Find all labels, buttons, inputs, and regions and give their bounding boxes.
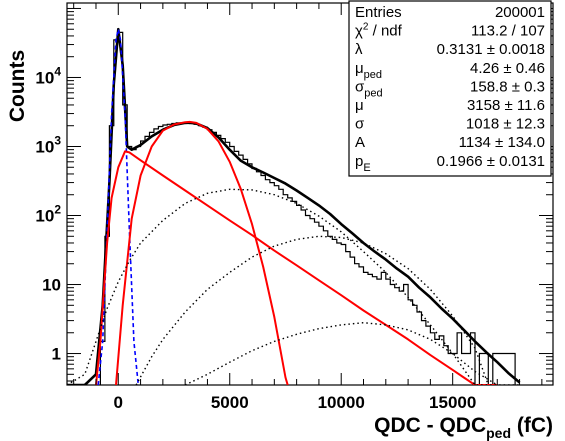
x-tick-label: 10000	[318, 393, 365, 412]
stats-value: 3158 ± 11.6	[467, 97, 545, 114]
stats-value: 4.26 ± 0.46	[470, 60, 545, 77]
curves-layer	[67, 27, 521, 385]
x-tick-label: 15000	[429, 393, 476, 412]
y-tick-label: 102	[35, 203, 61, 226]
stats-box: Entries 200001 χ2 / ndf 113.2 / 107 λ 0.3131 …	[348, 0, 552, 177]
stats-value: 1018 ± 12.3	[466, 116, 545, 133]
stats-key: μ	[355, 97, 364, 114]
stats-value: 0.1966 ± 0.0131	[437, 153, 545, 170]
x-axis-title-sub: ped	[486, 425, 511, 441]
stats-key: pE	[355, 153, 371, 174]
y-tick-label: 104	[35, 64, 61, 87]
svg-text:QDC - QDCped (fC): QDC - QDCped (fC)	[374, 414, 553, 441]
stats-key: σped	[355, 78, 383, 99]
stats-value: 158.8 ± 0.3	[470, 78, 545, 95]
histogram-outline	[99, 31, 516, 385]
x-axis-title-main: QDC - QDC	[374, 414, 486, 437]
stats-key: σ	[355, 116, 365, 133]
stats-key: A	[355, 134, 365, 151]
stats-box-frame	[348, 0, 552, 177]
stats-key: Entries	[355, 4, 402, 21]
series-total-fit	[67, 27, 521, 385]
y-tick-label: 1	[52, 345, 61, 364]
stats-value: 0.3131 ± 0.0018	[437, 41, 545, 58]
stats-key: λ	[355, 41, 363, 58]
series-pedestal	[97, 28, 140, 385]
x-tick-label: 0	[114, 393, 123, 412]
stats-value: 200001	[495, 4, 545, 21]
series-component-2	[115, 120, 289, 385]
y-axis-title: Counts	[6, 50, 29, 122]
series-component-1	[95, 150, 498, 385]
stats-key: μped	[355, 60, 382, 81]
series-component-4	[135, 235, 489, 385]
y-tick-label: 10	[42, 276, 61, 295]
y-tick-label: 103	[35, 133, 61, 156]
stats-value: 113.2 / 107	[471, 23, 545, 40]
x-axis-title: QDC - QDCped (fC)	[374, 414, 553, 441]
stats-value: 1134 ± 134.0	[459, 134, 545, 151]
x-tick-label: 5000	[211, 393, 249, 412]
stats-key: χ2 / ndf	[355, 22, 403, 40]
x-axis-title-unit: (fC)	[511, 414, 553, 437]
